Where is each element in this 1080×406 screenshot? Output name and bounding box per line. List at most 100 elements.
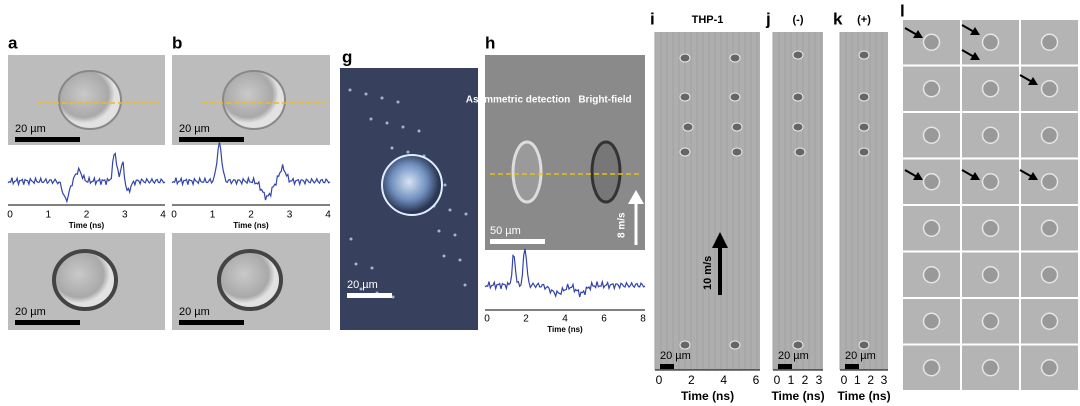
x-tick-label: 1 (854, 373, 861, 387)
cell (858, 340, 870, 350)
cell (981, 173, 1000, 191)
scale-label: 20 µm (778, 350, 809, 362)
stream-title: (+) (857, 14, 871, 26)
cell (222, 70, 286, 130)
particle (385, 121, 389, 125)
cell (52, 249, 118, 311)
scale-bar (778, 364, 792, 369)
scale-bar (845, 364, 859, 369)
arrow-head (913, 30, 923, 38)
cell (792, 340, 804, 350)
arrow-head (1028, 77, 1038, 85)
trace-box (172, 152, 330, 205)
scale-label: 50 µm (490, 225, 521, 237)
cell (1040, 219, 1059, 237)
cell (679, 92, 691, 102)
panel-label: b (172, 33, 182, 52)
x-axis-label: Time (ns) (547, 325, 583, 334)
cell (922, 126, 941, 144)
x-tick-label: 6 (601, 314, 607, 325)
scale-bar (179, 320, 244, 325)
x-axis-label: Time (ns) (69, 221, 105, 230)
arrow-head (970, 52, 980, 60)
particle (359, 287, 363, 291)
trace (171, 141, 331, 201)
x-tick-label: 0 (171, 210, 177, 221)
x-tick-label: 0 (841, 373, 848, 387)
arrow-head (1028, 172, 1038, 180)
cell (731, 147, 743, 157)
particle (417, 129, 421, 133)
scale-label: 20 µm (179, 123, 210, 135)
cell (1040, 33, 1059, 51)
particle (401, 125, 405, 129)
cell (922, 33, 941, 51)
stream-title: THP-1 (692, 14, 724, 26)
cell (1040, 80, 1059, 98)
particle (354, 262, 358, 266)
scale-label: 20 µm (15, 306, 46, 318)
cell (858, 147, 870, 157)
cell (1040, 359, 1059, 377)
particle (364, 92, 368, 96)
x-tick-label: 4 (720, 373, 727, 387)
cell (981, 359, 1000, 377)
cell (1040, 173, 1059, 191)
x-tick-label: 2 (688, 373, 695, 387)
particle (391, 295, 395, 299)
cell (981, 312, 1000, 330)
cell (981, 266, 1000, 284)
x-tick-label: 0 (656, 373, 663, 387)
x-tick-label: 0 (774, 373, 781, 387)
cell (922, 312, 941, 330)
speed-label: 8 m/s (617, 212, 628, 238)
cell (922, 80, 941, 98)
speed-label: 10 m/s (702, 256, 714, 290)
panel-label: h (485, 33, 495, 52)
panel-label: a (8, 33, 18, 52)
particle (442, 254, 446, 258)
x-axis-label: Time (ns) (837, 389, 890, 403)
cell (858, 122, 870, 132)
caption: Bright-field (578, 95, 631, 106)
particle (349, 237, 353, 241)
particle (390, 146, 394, 150)
scale-label: 20 µm (15, 123, 46, 135)
cell (679, 147, 691, 157)
x-tick-label: 4 (562, 314, 568, 325)
scale-label: 20 µm (179, 306, 210, 318)
cell (794, 147, 806, 157)
cell (792, 50, 804, 60)
scale-bar (15, 320, 80, 325)
cell (729, 92, 741, 102)
x-tick-label: 8 (640, 314, 646, 325)
trace-box (8, 152, 165, 205)
particle (458, 258, 462, 262)
x-tick-label: 4 (160, 210, 166, 221)
cell (590, 140, 622, 204)
x-tick-label: 3 (287, 210, 293, 221)
trace (7, 152, 166, 204)
x-tick-label: 2 (523, 314, 529, 325)
scale-bar (347, 293, 392, 298)
x-axis-label: Time (ns) (233, 221, 269, 230)
trace-box (485, 255, 645, 310)
cell (1040, 312, 1059, 330)
particle (437, 229, 441, 233)
x-tick-label: 0 (7, 210, 13, 221)
scale-bar (490, 239, 545, 244)
cell (679, 53, 691, 63)
x-tick-label: 4 (325, 210, 331, 221)
cell (922, 173, 941, 191)
cell (381, 154, 443, 216)
particle (406, 150, 410, 154)
scale-bar (15, 137, 80, 142)
stream-title: (-) (793, 14, 804, 26)
x-tick-label: 2 (84, 210, 90, 221)
cell (792, 92, 804, 102)
particle (463, 283, 467, 287)
image (655, 32, 760, 370)
cell (511, 140, 543, 204)
scale-label: 20 µm (660, 350, 691, 362)
cell (922, 219, 941, 237)
